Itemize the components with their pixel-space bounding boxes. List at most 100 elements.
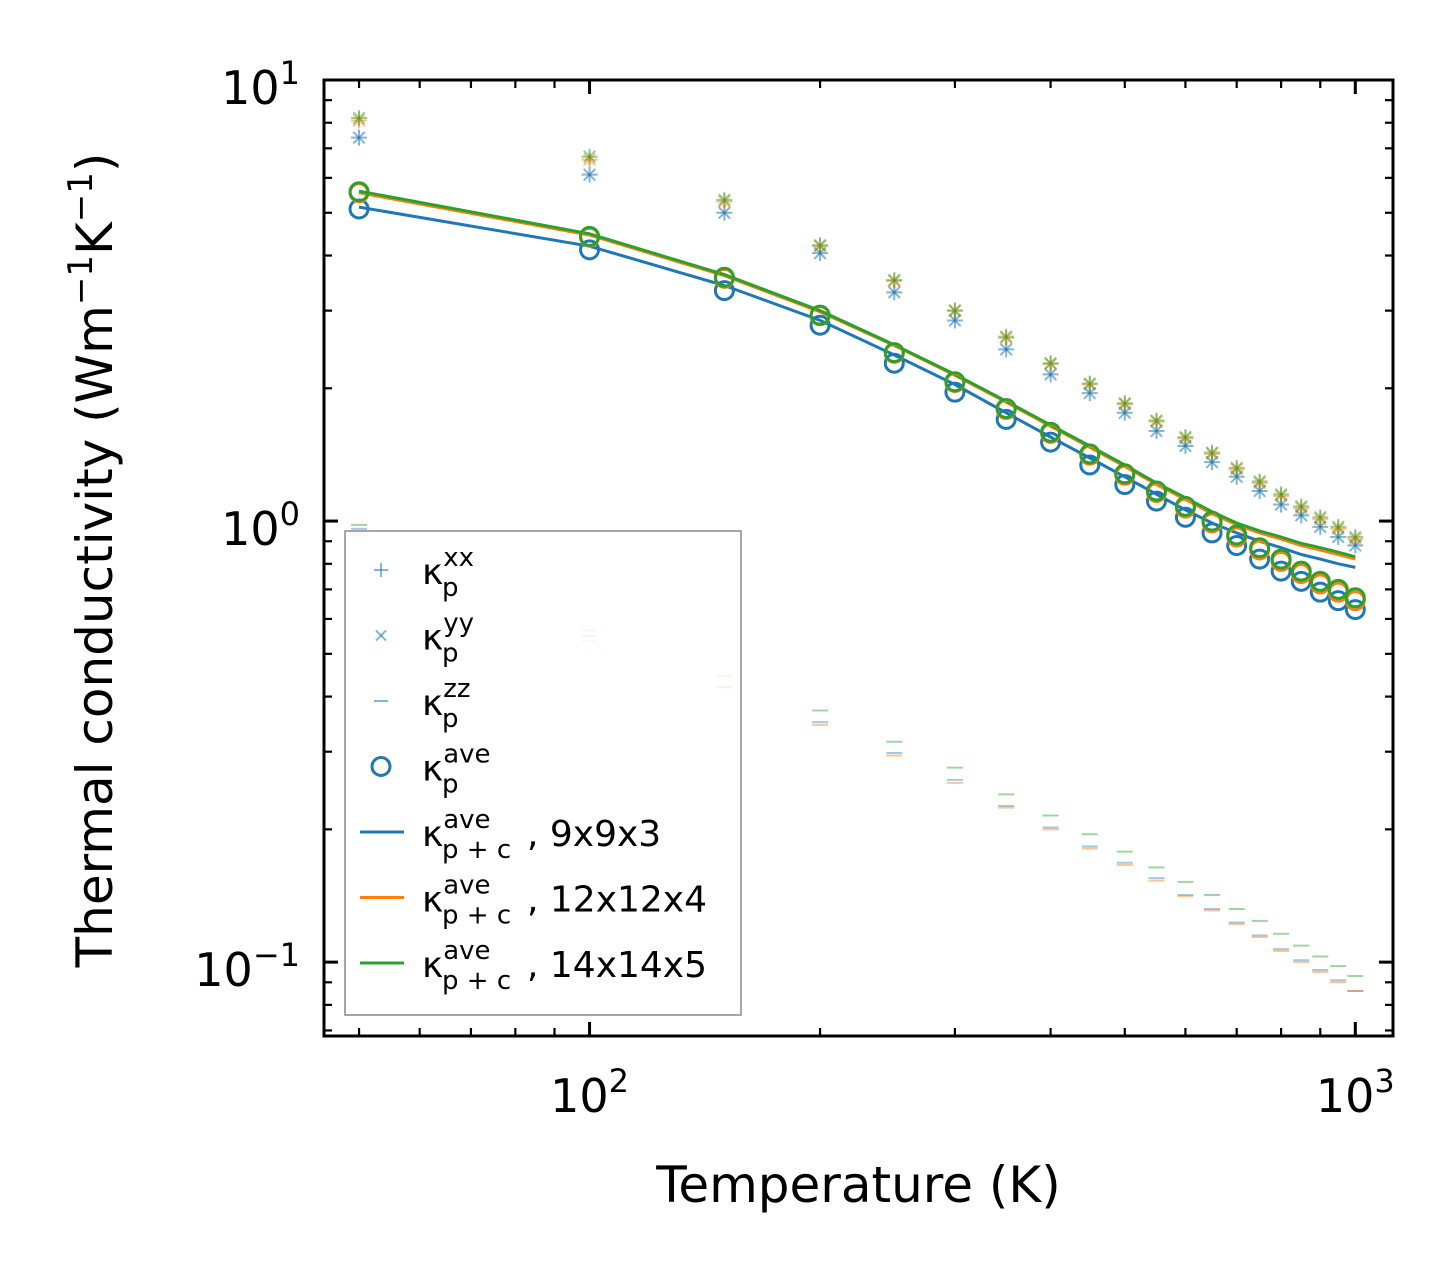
x-tick-label-1000: 103 — [1316, 1062, 1395, 1123]
point-kave_14x14x5-50 — [348, 181, 370, 203]
legend-label-sub: p — [442, 639, 459, 669]
series-kzz_14x14x5 — [351, 523, 1364, 978]
legend-label-suffix: , 14x14x5 — [527, 945, 707, 986]
legend-label-sub: p — [442, 573, 459, 603]
y-tick-label-1-base: 10 — [221, 502, 280, 556]
series-line-kpc_12x12x4 — [358, 191, 1356, 561]
point-kyy_12x12x4-900-b — [1313, 512, 1327, 526]
plot-area — [348, 110, 1366, 993]
point-kyy_9x9x3-350-b — [999, 342, 1013, 356]
point-kave_9x9x3-200 — [809, 314, 831, 336]
legend-label: κxx p — [422, 543, 474, 603]
legend-label-base: κ — [422, 945, 443, 986]
point-kave_14x14x5-500 — [1114, 463, 1136, 485]
legend-label-sub: p — [442, 704, 459, 734]
series-kyy_14x14x5 — [352, 111, 1362, 544]
point-kyy_14x14x5-350-b — [999, 330, 1013, 344]
point-kyy_14x14x5-800-b — [1274, 487, 1288, 501]
point-kave_14x14x5-700 — [1226, 524, 1248, 546]
point-kyy_12x12x4-750-b — [1253, 476, 1267, 490]
point-kave_14x14x5-800 — [1270, 548, 1292, 570]
legend-entry: κave p + c , 12x12x4 — [360, 871, 707, 931]
point-kave_9x9x3-100 — [579, 239, 601, 261]
point-kave_9x9x3-600 — [1174, 506, 1196, 528]
point-kyy_9x9x3-550-b — [1150, 424, 1163, 438]
point-kave_14x14x5-600 — [1174, 495, 1196, 517]
legend-label-base: κ — [422, 749, 443, 790]
point-kyy_12x12x4-850-b — [1294, 501, 1308, 515]
series-kpc_12x12x4 — [358, 191, 1356, 561]
point-kyy_14x14x5-450-b — [1083, 377, 1097, 391]
point-kave_14x14x5-950 — [1327, 578, 1349, 600]
point-kyy_9x9x3-100-b — [583, 168, 597, 182]
series-kave_9x9x3 — [348, 198, 1366, 621]
legend-label-sup: ave — [443, 871, 490, 901]
point-kyy_14x14x5-100-b — [583, 150, 597, 164]
point-kave_14x14x5-650 — [1201, 510, 1223, 532]
legend-label: κzz p — [422, 674, 471, 734]
y-tick-label-0.1-base: 10 — [194, 943, 253, 997]
legend-label-sub: p — [442, 770, 459, 800]
legend-label-base: κ — [422, 618, 443, 659]
y-axis-title: Thermal conductivity (Wm−1K−1) — [61, 153, 124, 969]
legend-label-sup: zz — [443, 674, 470, 704]
point-kave_14x14x5-450 — [1079, 443, 1101, 465]
legend-label-suffix: , 9x9x3 — [527, 814, 661, 855]
y-tick-label-1: 100 — [221, 495, 300, 556]
y-tick-label-0.1-exp: −1 — [253, 936, 300, 974]
legend-label-base: κ — [422, 814, 443, 855]
point-kyy_12x12x4-800-b — [1274, 489, 1288, 503]
point-kyy_12x12x4-150-b — [717, 195, 731, 209]
point-kyy_12x12x4-50-b — [352, 113, 366, 127]
point-kyy_14x14x5-500-b — [1118, 396, 1132, 410]
point-kave_9x9x3-500 — [1114, 474, 1136, 496]
legend-entry: κave p + c , 9x9x3 — [360, 805, 661, 865]
series-line-kpc_14x14x5 — [358, 189, 1356, 559]
series-kpc_9x9x3 — [358, 205, 1356, 569]
point-kyy_9x9x3-50-b — [352, 131, 366, 145]
point-kyy_12x12x4-100-b — [583, 153, 597, 167]
legend-label: κave p + c , 14x14x5 — [422, 936, 707, 996]
point-kyy_9x9x3-250-b — [887, 285, 901, 299]
point-kyy_14x14x5-950-b — [1331, 520, 1345, 534]
y-axis-title-part: K — [66, 221, 124, 255]
x-tick-label-100: 102 — [550, 1062, 629, 1123]
legend-entry: κave p — [370, 740, 491, 800]
legend-label: κyy p — [422, 609, 474, 669]
legend-label-suffix: , 12x12x4 — [527, 880, 707, 921]
point-kave_9x9x3-800 — [1270, 560, 1292, 582]
series-line-kpc_9x9x3 — [358, 205, 1356, 569]
point-kyy_14x14x5-250-b — [887, 273, 901, 287]
y-axis-title-part: −1 — [61, 255, 101, 305]
legend-marker — [370, 756, 392, 777]
legend-box — [344, 530, 742, 1016]
y-tick-label-1-exp: 0 — [280, 495, 300, 533]
point-kave_9x9x3-750 — [1249, 548, 1271, 570]
point-kyy_14x14x5-200-b — [813, 238, 827, 252]
point-kave_14x14x5-150 — [713, 266, 735, 288]
legend-entry: κave p + c , 14x14x5 — [360, 936, 707, 996]
point-kave_9x9x3-700 — [1226, 535, 1248, 557]
point-kyy_14x14x5-900-b — [1313, 510, 1327, 524]
point-kave_14x14x5-200 — [809, 304, 831, 326]
legend-label-sup: xx — [443, 543, 474, 573]
point-kave_9x9x3-350 — [995, 408, 1017, 430]
legend-label-sub: p + c — [442, 966, 511, 996]
point-kyy_12x12x4-350-b — [999, 331, 1013, 345]
point-kave_14x14x5-100 — [579, 225, 601, 247]
point-kyy_14x14x5-300-b — [948, 304, 962, 318]
point-kave_14x14x5-350 — [995, 397, 1017, 419]
legend-entry: κxx p — [374, 543, 474, 603]
point-kyy_14x14x5-650-b — [1205, 446, 1219, 460]
legend-label: κave p + c , 9x9x3 — [422, 805, 661, 865]
point-kyy_14x14x5-850-b — [1294, 499, 1308, 513]
point-kyy_14x14x5-600-b — [1178, 430, 1192, 444]
point-kave_14x14x5-250 — [883, 342, 905, 364]
point-kyy_14x14x5-1000-b — [1348, 530, 1362, 544]
legend-label-base: κ — [422, 552, 443, 593]
point-kyy_14x14x5-550-b — [1150, 414, 1163, 428]
legend-label-sub: p + c — [442, 835, 511, 865]
legend-label-base: κ — [422, 880, 443, 921]
point-kyy_14x14x5-150-b — [717, 193, 731, 207]
